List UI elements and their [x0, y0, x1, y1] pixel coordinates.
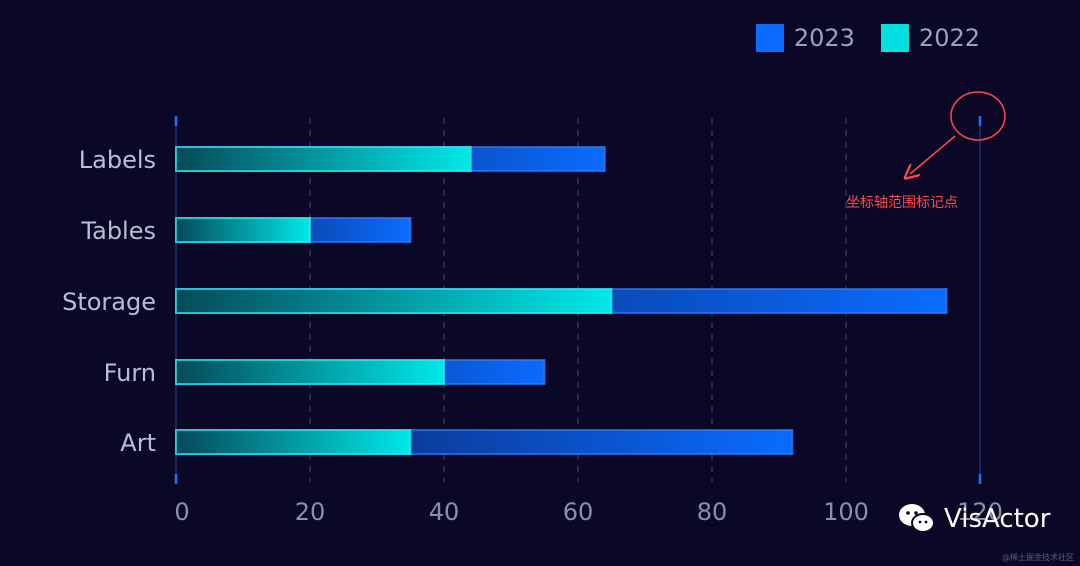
wechat-icon	[899, 504, 935, 533]
annotation-arrow	[910, 135, 956, 174]
legend: 2023 2022	[755, 24, 980, 52]
x-tick-label-120: 120	[957, 498, 1003, 526]
x-tick-label-60: 60	[563, 498, 594, 526]
legend-swatch-2023	[755, 24, 784, 52]
x-tick-label-80: 80	[697, 498, 728, 526]
x-tick-label-0: 0	[174, 498, 189, 526]
x-axis: 0 20 40 60 80 100 120	[174, 116, 1003, 526]
category-label-tables: Tables	[80, 217, 156, 245]
annotation-circle	[950, 91, 1006, 141]
watermark-sub: @稀土掘金技术社区	[1002, 553, 1074, 562]
annotation-marks	[910, 91, 1006, 174]
legend-swatch-2022	[880, 24, 909, 52]
bar-2022-storage	[175, 288, 613, 314]
legend-label-2023: 2023	[793, 24, 855, 52]
category-labels: Labels Tables Storage Furn Art	[62, 146, 156, 457]
category-label-storage: Storage	[62, 288, 156, 316]
bar-2022-tables	[175, 217, 311, 243]
category-label-labels: Labels	[79, 146, 156, 174]
x-tick-label-20: 20	[295, 498, 326, 526]
bars	[175, 146, 948, 455]
x-tick-label-40: 40	[429, 498, 460, 526]
legend-item-2023[interactable]: 2023	[755, 24, 855, 52]
annotation-text: 坐标轴范围标记点	[846, 195, 958, 211]
legend-item-2022[interactable]: 2022	[880, 24, 980, 52]
bar-2022-furn	[175, 359, 445, 385]
x-tick-label-100: 100	[823, 498, 869, 526]
watermark: VisActor	[898, 502, 1050, 536]
category-label-art: Art	[120, 429, 156, 457]
legend-label-2022: 2022	[918, 24, 980, 52]
bar-2022-art	[175, 429, 412, 455]
category-label-furn: Furn	[104, 359, 156, 387]
bar-2022-labels	[175, 146, 472, 172]
watermark-brand: VisActor	[944, 504, 1051, 534]
